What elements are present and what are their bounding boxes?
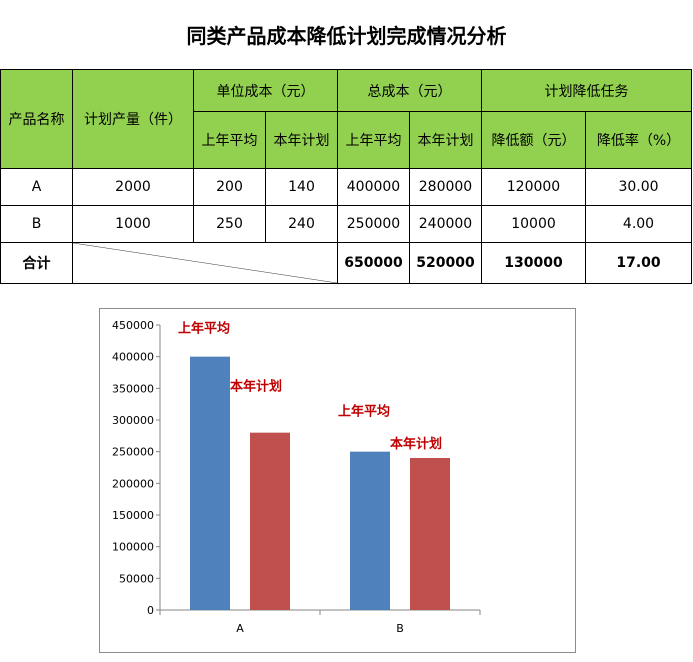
cell-qty: 2000 [72,168,194,206]
header-unit-last-year: 上年平均 [193,111,266,169]
cell-reduce-amt: 10000 [481,205,586,243]
cell-qty: 1000 [72,205,194,243]
header-unit-cost: 单位成本（元） [193,69,338,112]
bar-A-1 [250,432,290,610]
bar-B-0 [350,451,390,610]
y-tick-label: 100000 [112,541,154,554]
table-row: B 1000 250 240 250000 240000 10000 4.00 [0,205,692,243]
total-row: 合计 650000 520000 130000 17.00 [0,242,692,284]
y-tick-label: 300000 [112,414,154,427]
y-tick-label: 450000 [112,319,154,332]
y-tick-label: 200000 [112,477,154,490]
cost-bar-chart: 0 50000 100000 150000 200000 250000 300000 3500… [99,308,576,653]
total-reduce-amt: 130000 [481,242,586,284]
cell-reduce-amt: 120000 [481,168,586,206]
total-last: 650000 [337,242,410,284]
series-label: 上年平均 [178,321,230,337]
header-total-cost: 总成本（元） [337,69,482,112]
y-tick-label: 400000 [112,351,154,364]
cell-total-plan: 240000 [409,205,482,243]
y-tick-label: 50000 [119,572,154,585]
y-tick-label: 0 [147,604,154,617]
header-product: 产品名称 [0,69,73,169]
cost-table: 产品名称 计划产量（件） 单位成本（元） 总成本（元） 计划降低任务 上年平均 … [0,69,692,284]
total-plan: 520000 [409,242,482,284]
cell-product: B [0,205,73,243]
header-reduction-amount: 降低额（元） [481,111,586,169]
header-reduction-task: 计划降低任务 [481,69,692,112]
header-unit-this-year: 本年计划 [265,111,338,169]
series-label: 上年平均 [338,404,390,420]
header-reduction-rate: 降低率（%） [585,111,692,169]
y-tick-label: 250000 [112,446,154,459]
total-label: 合计 [0,242,73,284]
table-row: A 2000 200 140 400000 280000 120000 30.0… [0,168,692,206]
total-reduce-rate: 17.00 [585,242,692,284]
bar-A-0 [190,356,230,610]
cell-product: A [0,168,73,206]
diagonal-line [73,243,337,283]
cell-reduce-rate: 30.00 [585,168,692,206]
x-category-label: A [236,622,244,635]
page-title: 同类产品成本降低计划完成情况分析 [186,24,507,48]
y-tick-label: 150000 [112,509,154,522]
cell-unit-last: 200 [193,168,266,206]
cell-unit-plan: 240 [265,205,338,243]
chart-border [99,308,576,653]
cell-total-last: 250000 [337,205,410,243]
total-diagonal-cell [72,242,338,284]
y-tick-label: 350000 [112,382,154,395]
header-total-last-year: 上年平均 [337,111,410,169]
series-label: 本年计划 [390,436,442,452]
bar-B-1 [410,458,450,610]
cell-unit-last: 250 [193,205,266,243]
series-label: 本年计划 [230,379,282,395]
header-planned-qty: 计划产量（件） [72,69,194,169]
cell-total-plan: 280000 [409,168,482,206]
cell-total-last: 400000 [337,168,410,206]
cell-reduce-rate: 4.00 [585,205,692,243]
cell-unit-plan: 140 [265,168,338,206]
header-total-this-year: 本年计划 [409,111,482,169]
x-category-label: B [396,622,404,635]
